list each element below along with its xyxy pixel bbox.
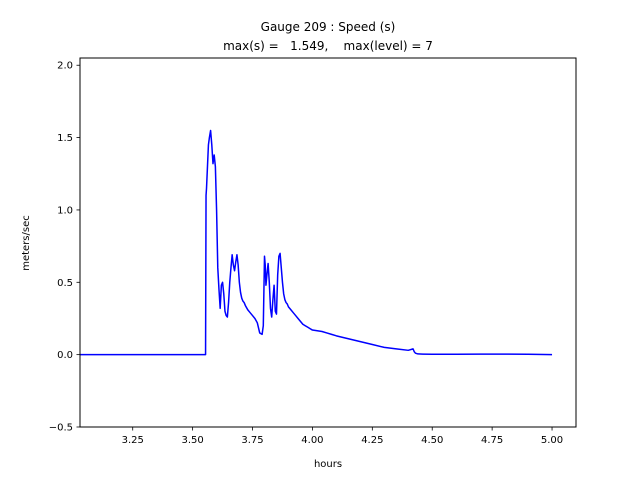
x-axis-label: hours <box>314 459 342 470</box>
y-tick-label: 1.5 <box>57 133 73 144</box>
x-tick-label: 4.75 <box>481 435 503 446</box>
x-tick-label: 4.00 <box>301 435 323 446</box>
x-tick-label: 5.00 <box>541 435 563 446</box>
series-layer <box>80 129 553 356</box>
series-line-0 <box>80 129 553 356</box>
x-tick-label: 4.50 <box>421 435 443 446</box>
y-tick-label: 2.0 <box>57 61 73 72</box>
y-axis-label: meters/sec <box>21 215 32 271</box>
chart-title-line-2: max(s) = 1.549, max(level) = 7 <box>223 39 433 53</box>
y-tick-label: 1.0 <box>57 205 73 216</box>
x-axis-ticks: 3.25 3.50 3.75 4.00 4.25 4.50 4.75 5.00 <box>122 427 563 446</box>
y-tick-label: −0.5 <box>49 423 73 434</box>
x-tick-label: 3.50 <box>181 435 203 446</box>
chart-title-line-1: Gauge 209 : Speed (s) <box>261 20 396 34</box>
x-tick-label: 4.25 <box>361 435 383 446</box>
x-tick-label: 3.25 <box>122 435 144 446</box>
y-tick-label: 0.0 <box>57 350 73 361</box>
x-tick-label: 3.75 <box>241 435 263 446</box>
plot-area: 3.25 3.50 3.75 4.00 4.25 4.50 4.75 5.00 −0.5 0.0… <box>49 57 577 446</box>
y-tick-label: 0.5 <box>57 278 73 289</box>
plot-frame <box>79 57 577 428</box>
y-axis-ticks: −0.5 0.0 0.5 1.0 1.5 2.0 <box>49 61 80 434</box>
